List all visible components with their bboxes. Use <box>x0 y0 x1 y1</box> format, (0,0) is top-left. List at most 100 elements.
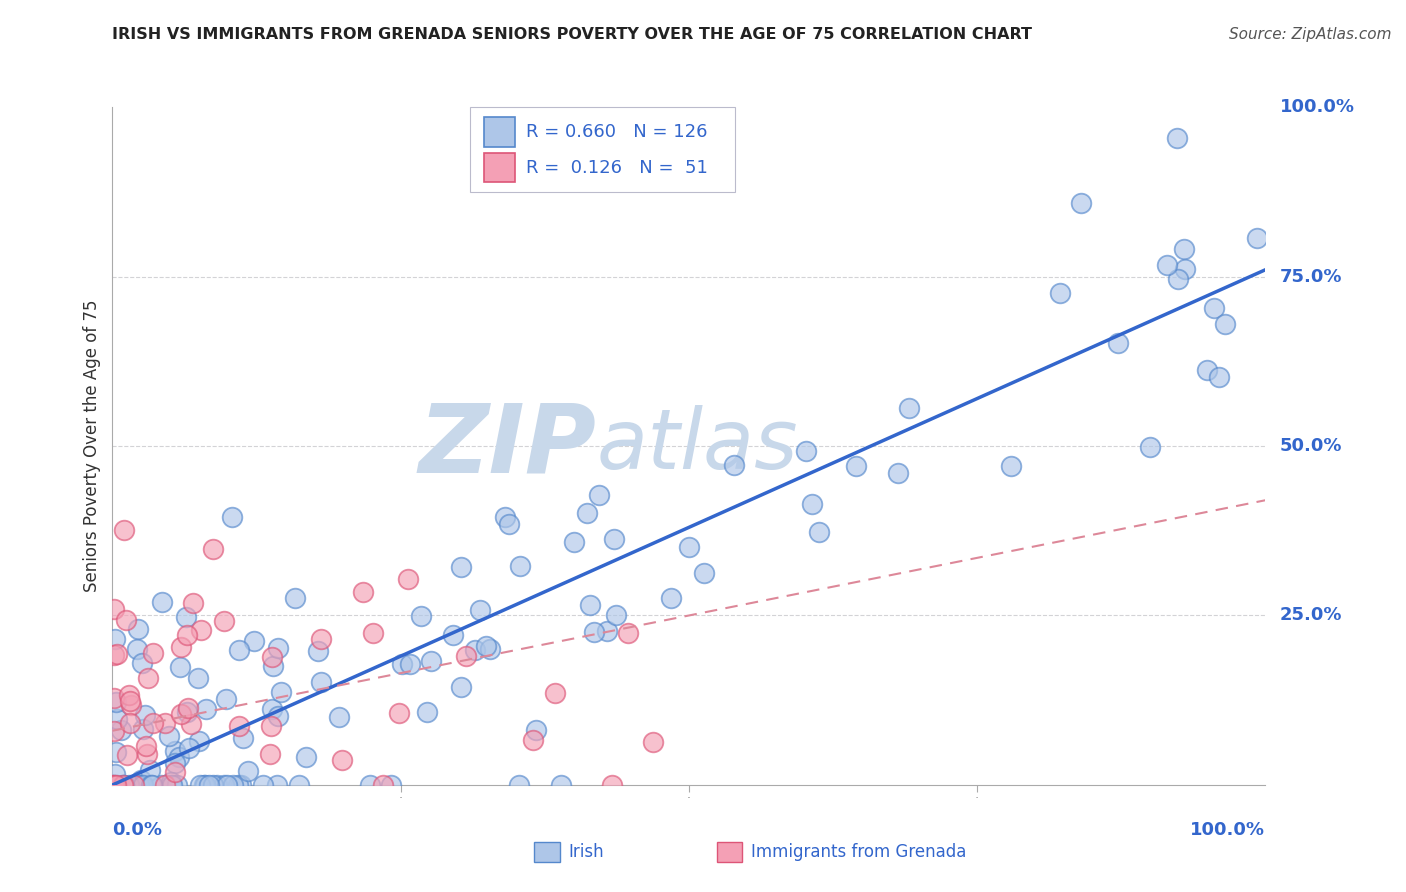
Point <box>104 778 127 792</box>
Point <box>723 458 745 472</box>
Point <box>288 778 311 792</box>
Point <box>1070 196 1092 211</box>
Point <box>1202 301 1225 315</box>
Point <box>176 706 198 720</box>
Point <box>659 591 682 606</box>
Point <box>361 626 384 640</box>
Point <box>103 778 125 792</box>
Text: R =  0.126   N =  51: R = 0.126 N = 51 <box>526 159 709 177</box>
Point <box>252 778 274 792</box>
Point <box>141 778 163 792</box>
Point <box>167 750 190 764</box>
Point <box>112 778 135 792</box>
Point <box>142 646 165 660</box>
Point <box>1156 258 1178 272</box>
Point <box>307 643 329 657</box>
Point <box>1174 261 1197 276</box>
Point <box>450 560 472 574</box>
Point <box>508 778 530 792</box>
Point <box>162 778 184 792</box>
Point <box>177 741 200 756</box>
Point <box>692 566 714 581</box>
Point <box>153 715 176 730</box>
Point <box>104 767 127 781</box>
Point <box>195 702 218 716</box>
Point <box>120 698 142 713</box>
Point <box>198 778 221 792</box>
Text: 50.0%: 50.0% <box>1279 437 1341 455</box>
Point <box>166 778 188 792</box>
Point <box>188 778 211 792</box>
Point <box>118 688 141 702</box>
Point <box>112 778 135 792</box>
Point <box>270 685 292 699</box>
Point <box>105 712 128 726</box>
Point <box>114 613 136 627</box>
Point <box>222 778 245 792</box>
Point <box>456 648 478 663</box>
Point <box>262 650 284 665</box>
Point <box>226 778 249 792</box>
Point <box>898 401 921 416</box>
Point <box>450 680 472 694</box>
Point <box>478 641 501 656</box>
Point <box>112 778 135 792</box>
Point <box>550 778 572 792</box>
Point <box>388 706 411 720</box>
Text: 0.0%: 0.0% <box>112 821 163 838</box>
Point <box>105 695 128 709</box>
Point <box>420 654 443 668</box>
Point <box>464 643 486 657</box>
Point <box>120 716 142 731</box>
Point <box>228 643 250 657</box>
Point <box>231 731 253 745</box>
Point <box>260 719 283 733</box>
Point <box>177 701 200 715</box>
Point <box>399 657 422 672</box>
Point <box>139 763 162 777</box>
Point <box>1166 131 1188 145</box>
Text: R = 0.660   N = 126: R = 0.660 N = 126 <box>526 123 707 141</box>
Point <box>187 734 209 748</box>
Point <box>616 625 638 640</box>
Point <box>127 622 149 636</box>
Point <box>309 674 332 689</box>
Point <box>142 716 165 731</box>
Point <box>470 603 492 617</box>
Point <box>129 773 152 788</box>
Point <box>194 778 217 792</box>
Point <box>136 747 159 761</box>
Point <box>262 701 284 715</box>
Point <box>475 639 498 653</box>
Point <box>845 458 868 473</box>
Point <box>135 739 157 753</box>
Point <box>396 572 419 586</box>
Point <box>416 705 439 719</box>
Point <box>267 709 290 723</box>
Point <box>509 559 531 574</box>
Point <box>132 778 155 792</box>
Point <box>165 765 187 780</box>
Point <box>228 718 250 732</box>
Point <box>201 778 224 792</box>
Point <box>212 614 235 628</box>
Point <box>132 722 155 736</box>
Point <box>170 640 193 654</box>
Point <box>105 745 128 759</box>
Point <box>193 778 215 792</box>
Point <box>328 710 350 724</box>
Point <box>801 497 824 511</box>
Point <box>149 778 172 792</box>
Point <box>221 510 243 524</box>
Point <box>284 591 307 605</box>
Point <box>522 733 544 747</box>
Point <box>579 598 602 612</box>
Point <box>582 624 605 639</box>
Point <box>1246 230 1268 244</box>
Point <box>217 778 239 792</box>
Point <box>807 524 830 539</box>
Point <box>122 778 145 792</box>
Point <box>103 778 125 792</box>
Point <box>103 602 125 616</box>
Point <box>544 686 567 700</box>
